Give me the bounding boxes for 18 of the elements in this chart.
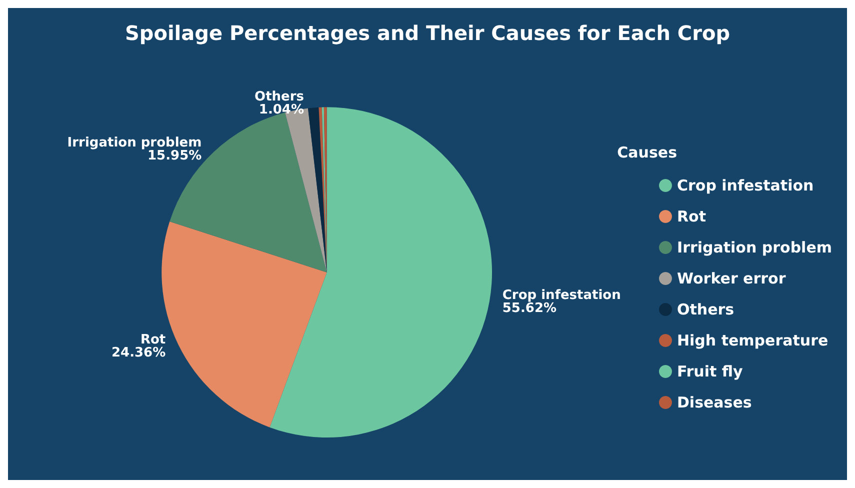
legend-label: Worker error — [676, 270, 786, 288]
data-label: 24.36% — [111, 345, 166, 360]
chart-title: Spoilage Percentages and Their Causes for Each Crop — [124, 21, 730, 45]
data-label: 55.62% — [502, 301, 557, 316]
legend-label: High temperature — [676, 332, 828, 350]
legend-label: Rot — [676, 208, 706, 226]
legend-label: Fruit fly — [676, 362, 743, 380]
slice-label: Irrigation problem — [67, 135, 202, 150]
slice-label: Rot — [140, 332, 166, 348]
data-label: 15.95% — [147, 148, 202, 164]
legend-title: Causes — [617, 144, 678, 162]
legend-label: Others — [676, 300, 734, 318]
slice-label: Others — [254, 90, 304, 105]
data-label: 1.04% — [258, 102, 304, 118]
slice-label: Crop infestation — [502, 288, 621, 304]
legend-label: Diseases — [676, 394, 752, 412]
legend-label: Irrigation problem — [676, 238, 832, 256]
legend-label: Crop infestation — [676, 176, 814, 194]
